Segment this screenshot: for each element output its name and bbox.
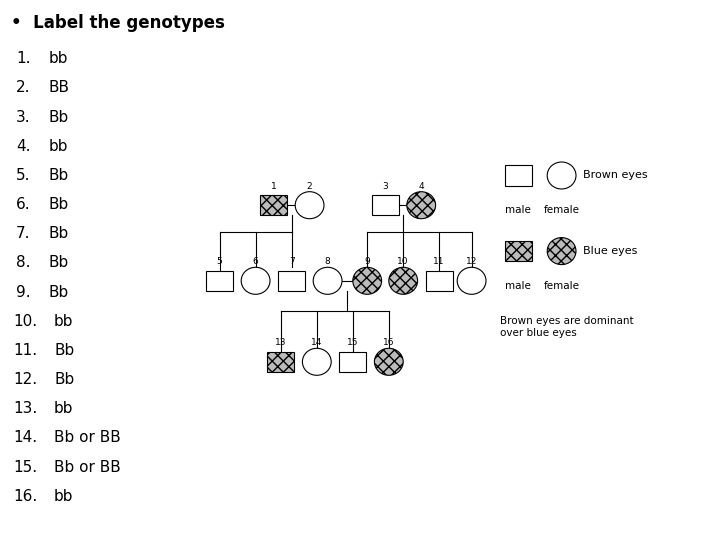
Text: 3: 3 — [382, 181, 388, 191]
Text: 13: 13 — [275, 338, 287, 347]
Text: 10: 10 — [397, 257, 409, 266]
Ellipse shape — [374, 348, 403, 375]
Text: 3.: 3. — [16, 110, 30, 125]
Ellipse shape — [353, 267, 382, 294]
FancyBboxPatch shape — [339, 352, 366, 372]
FancyBboxPatch shape — [505, 241, 532, 261]
Text: BB: BB — [49, 80, 70, 96]
Text: 16: 16 — [383, 338, 395, 347]
Text: 6.: 6. — [16, 197, 30, 212]
Text: 5.: 5. — [16, 168, 30, 183]
FancyBboxPatch shape — [206, 271, 233, 291]
FancyBboxPatch shape — [505, 165, 532, 186]
Text: Bb: Bb — [49, 197, 69, 212]
Text: female: female — [544, 205, 580, 215]
Text: Brown eyes are dominant
over blue eyes: Brown eyes are dominant over blue eyes — [500, 316, 634, 338]
Text: 2.: 2. — [16, 80, 30, 96]
Text: 14.: 14. — [13, 430, 37, 445]
Text: Bb or BB: Bb or BB — [54, 430, 121, 445]
FancyBboxPatch shape — [278, 271, 305, 291]
Text: 15: 15 — [347, 338, 359, 347]
Text: 15.: 15. — [13, 460, 37, 475]
Text: •  Label the genotypes: • Label the genotypes — [11, 14, 225, 31]
Text: 4.: 4. — [16, 139, 30, 154]
Ellipse shape — [295, 192, 324, 219]
Text: 1.: 1. — [16, 51, 30, 66]
FancyBboxPatch shape — [267, 352, 294, 372]
Ellipse shape — [241, 267, 270, 294]
Ellipse shape — [389, 267, 418, 294]
Text: 6: 6 — [253, 257, 258, 266]
FancyBboxPatch shape — [426, 271, 453, 291]
Text: 7: 7 — [289, 257, 294, 266]
Ellipse shape — [547, 238, 576, 265]
Text: bb: bb — [49, 51, 68, 66]
Text: Blue eyes: Blue eyes — [583, 246, 638, 256]
Text: bb: bb — [54, 401, 73, 416]
Text: 11.: 11. — [13, 343, 37, 358]
Text: 13.: 13. — [13, 401, 37, 416]
Text: 8.: 8. — [16, 255, 30, 271]
Text: 16.: 16. — [13, 489, 37, 504]
Text: 14: 14 — [311, 338, 323, 347]
Text: female: female — [544, 281, 580, 291]
Text: Brown eyes: Brown eyes — [583, 171, 648, 180]
Text: 2: 2 — [307, 181, 312, 191]
Text: 12: 12 — [466, 257, 477, 266]
Text: Bb: Bb — [54, 343, 74, 358]
Text: 4: 4 — [418, 181, 424, 191]
FancyBboxPatch shape — [260, 195, 287, 215]
Text: 9.: 9. — [16, 285, 30, 300]
Text: Bb: Bb — [49, 226, 69, 241]
Text: bb: bb — [54, 314, 73, 329]
Text: Bb: Bb — [54, 372, 74, 387]
Text: Bb: Bb — [49, 110, 69, 125]
Ellipse shape — [457, 267, 486, 294]
Ellipse shape — [407, 192, 436, 219]
Ellipse shape — [547, 162, 576, 189]
Text: 1: 1 — [271, 181, 276, 191]
Text: 7.: 7. — [16, 226, 30, 241]
Ellipse shape — [313, 267, 342, 294]
Text: male: male — [505, 281, 531, 291]
Text: 11: 11 — [433, 257, 445, 266]
Text: 8: 8 — [325, 257, 330, 266]
Text: Bb: Bb — [49, 285, 69, 300]
Text: Bb or BB: Bb or BB — [54, 460, 121, 475]
Text: bb: bb — [49, 139, 68, 154]
Ellipse shape — [302, 348, 331, 375]
FancyBboxPatch shape — [372, 195, 399, 215]
Text: bb: bb — [54, 489, 73, 504]
Text: 5: 5 — [217, 257, 222, 266]
Text: 12.: 12. — [13, 372, 37, 387]
Text: 9: 9 — [364, 257, 370, 266]
Text: Bb: Bb — [49, 255, 69, 271]
Text: 10.: 10. — [13, 314, 37, 329]
Text: male: male — [505, 205, 531, 215]
Text: Bb: Bb — [49, 168, 69, 183]
